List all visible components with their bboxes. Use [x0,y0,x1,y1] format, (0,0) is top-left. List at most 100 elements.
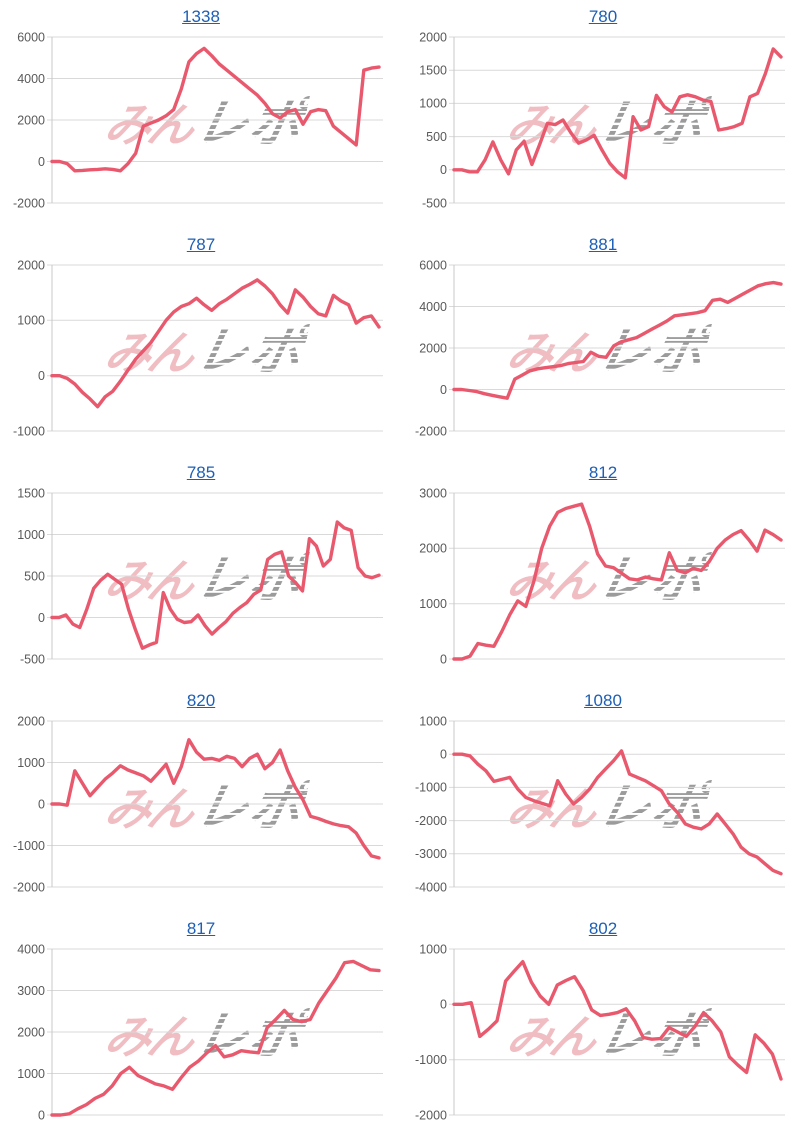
svg-text:2000: 2000 [419,542,447,556]
svg-text:0: 0 [38,611,45,625]
svg-text:-1000: -1000 [13,424,45,438]
chart-title-row: 820 [0,684,402,714]
svg-text:-2000: -2000 [13,880,45,894]
svg-text:2000: 2000 [419,30,447,44]
svg-text:3000: 3000 [419,486,447,500]
svg-text:2000: 2000 [419,341,447,355]
svg-text:0: 0 [440,652,447,666]
chart-plot-area: みんレポ -2000 -1000 0 1000 [402,942,804,1136]
svg-text:6000: 6000 [419,258,447,272]
svg-text:0: 0 [440,163,447,177]
chart-plot-area: みんレポ 0 1000 2000 3000 4000 [0,942,402,1136]
chart-cell: 802 みんレポ -2000 -1000 0 1000 [402,912,804,1140]
chart-title-row: 802 [402,912,804,942]
svg-text:4000: 4000 [17,72,45,86]
chart-plot-area: みんレポ -1000 0 1000 2000 [0,258,402,452]
svg-text:-500: -500 [20,652,45,666]
svg-text:1000: 1000 [419,97,447,111]
svg-text:-500: -500 [422,196,447,210]
line-chart: 0 1000 2000 3000 [419,486,785,666]
svg-text:0: 0 [440,383,447,397]
chart-cell: 820 みんレポ -2000 -1000 0 1000 2000 [0,684,402,912]
chart-cell: 881 みんレポ -2000 0 2000 4000 6000 [402,228,804,456]
svg-text:1000: 1000 [419,942,447,956]
line-chart: -500 0 500 1000 1500 [17,486,383,666]
line-chart: 0 1000 2000 3000 4000 [17,942,383,1122]
chart-cell: 812 みんレポ 0 1000 2000 3000 [402,456,804,684]
svg-text:-1000: -1000 [415,781,447,795]
svg-text:-4000: -4000 [415,880,447,894]
chart-plot-area: みんレポ -4000 -3000 -2000 -1000 0 1000 [402,714,804,908]
svg-text:1000: 1000 [419,597,447,611]
chart-title-row: 1338 [0,0,402,30]
chart-cell: 780 みんレポ -500 0 500 1000 1500 2000 [402,0,804,228]
svg-text:3000: 3000 [17,984,45,998]
svg-text:1500: 1500 [17,486,45,500]
chart-title-row: 1080 [402,684,804,714]
chart-title-row: 817 [0,912,402,942]
svg-text:2000: 2000 [17,714,45,728]
svg-text:1000: 1000 [17,528,45,542]
chart-plot-area: みんレポ -2000 0 2000 4000 6000 [402,258,804,452]
svg-text:-2000: -2000 [415,1108,447,1122]
line-chart: -4000 -3000 -2000 -1000 0 1000 [415,714,785,894]
line-chart: -2000 0 2000 4000 6000 [415,258,785,438]
machine-number-link[interactable]: 1080 [584,691,622,710]
line-chart: -500 0 500 1000 1500 2000 [419,30,785,210]
svg-text:1000: 1000 [17,314,45,328]
machine-number-link[interactable]: 802 [588,919,618,938]
svg-text:4000: 4000 [419,300,447,314]
machine-number-link[interactable]: 820 [186,691,216,710]
svg-text:0: 0 [38,797,45,811]
chart-plot-area: みんレポ -500 0 500 1000 1500 2000 [402,30,804,224]
svg-text:0: 0 [38,1108,45,1122]
svg-text:0: 0 [440,998,447,1012]
svg-text:500: 500 [426,130,447,144]
svg-text:500: 500 [24,569,45,583]
machine-number-link[interactable]: 812 [588,463,618,482]
line-chart: -1000 0 1000 2000 [13,258,383,438]
chart-plot-area: みんレポ 0 1000 2000 3000 [402,486,804,680]
svg-text:4000: 4000 [17,942,45,956]
machine-number-link[interactable]: 1338 [182,7,220,26]
chart-title-row: 787 [0,228,402,258]
svg-text:0: 0 [38,369,45,383]
svg-text:0: 0 [38,155,45,169]
svg-text:1000: 1000 [419,714,447,728]
machine-number-link[interactable]: 780 [588,7,618,26]
line-chart: -2000 -1000 0 1000 [415,942,785,1122]
svg-text:6000: 6000 [17,30,45,44]
chart-title-row: 785 [0,456,402,486]
machine-number-link[interactable]: 817 [186,919,216,938]
svg-text:-1000: -1000 [415,1053,447,1067]
svg-text:-2000: -2000 [13,196,45,210]
svg-text:2000: 2000 [17,113,45,127]
line-chart: -2000 0 2000 4000 6000 [13,30,383,210]
svg-text:2000: 2000 [17,1025,45,1039]
machine-number-link[interactable]: 785 [186,463,216,482]
chart-plot-area: みんレポ -2000 0 2000 4000 6000 [0,30,402,224]
line-chart: -2000 -1000 0 1000 2000 [13,714,383,894]
svg-text:1000: 1000 [17,756,45,770]
chart-cell: 1338 みんレポ -2000 0 2000 4000 6000 [0,0,402,228]
svg-text:-2000: -2000 [415,424,447,438]
chart-cell: 787 みんレポ -1000 0 1000 2000 [0,228,402,456]
svg-text:-1000: -1000 [13,839,45,853]
chart-cell: 817 みんレポ 0 1000 2000 3000 4000 [0,912,402,1140]
machine-number-link[interactable]: 881 [588,235,618,254]
chart-plot-area: みんレポ -500 0 500 1000 1500 [0,486,402,680]
svg-text:0: 0 [440,748,447,762]
chart-title-row: 780 [402,0,804,30]
machine-number-link[interactable]: 787 [186,235,216,254]
svg-text:2000: 2000 [17,258,45,272]
svg-text:1500: 1500 [419,64,447,78]
chart-title-row: 881 [402,228,804,258]
chart-cell: 1080 みんレポ -4000 -3000 -2000 -1000 0 1000 [402,684,804,912]
svg-text:-2000: -2000 [415,814,447,828]
svg-text:-3000: -3000 [415,847,447,861]
chart-title-row: 812 [402,456,804,486]
svg-text:1000: 1000 [17,1067,45,1081]
chart-cell: 785 みんレポ -500 0 500 1000 1500 [0,456,402,684]
chart-plot-area: みんレポ -2000 -1000 0 1000 2000 [0,714,402,908]
